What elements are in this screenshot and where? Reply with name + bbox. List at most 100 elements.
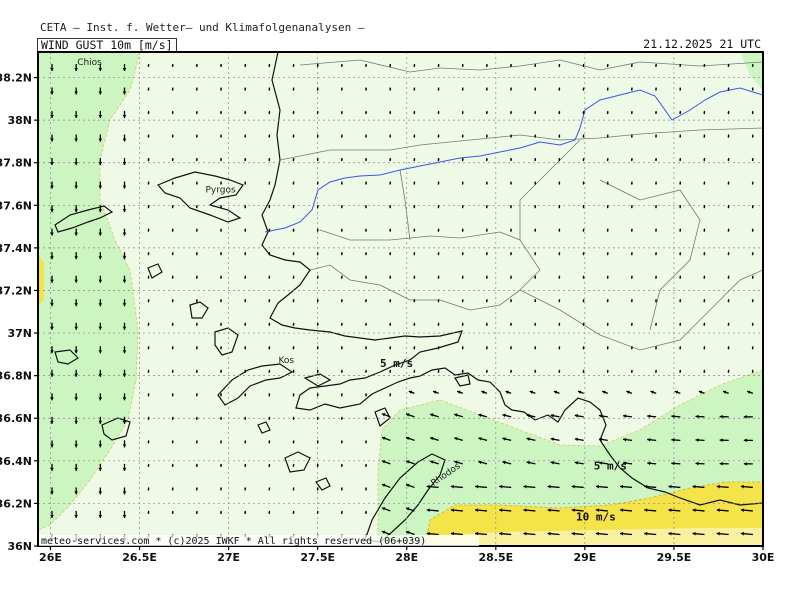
wind-arrow — [523, 531, 536, 536]
wind-arrow — [365, 393, 368, 397]
wind-arrow — [413, 369, 416, 373]
wind-arrow — [292, 87, 295, 91]
wind-arrow — [147, 252, 150, 256]
wind-arrow — [365, 346, 368, 350]
wind-arrow — [171, 87, 174, 91]
wind-arrow — [550, 460, 560, 465]
wind-arrow — [340, 63, 343, 68]
wind-arrow — [644, 508, 657, 512]
wind-arrow — [454, 460, 464, 465]
wind-arrow — [606, 87, 609, 91]
wind-arrow — [582, 346, 585, 350]
wind-arrow — [510, 205, 513, 209]
wind-arrow — [582, 110, 585, 115]
wind-arrow — [171, 63, 174, 68]
lon-tick-label: 29E — [573, 551, 596, 564]
wind-arrow — [727, 87, 730, 91]
wind-arrow — [485, 134, 488, 138]
credit-line: meteo-services.com * (c)2025 IWKF * All … — [41, 536, 426, 547]
wind-arrow — [630, 63, 633, 68]
wind-arrow — [505, 390, 512, 395]
wind-arrow — [389, 322, 392, 326]
wind-arrow — [220, 463, 223, 467]
wind-arrow — [365, 110, 368, 115]
wind-arrow — [558, 275, 561, 279]
wind-arrow — [244, 158, 247, 162]
wind-arrow — [606, 275, 609, 279]
wind-arrow — [365, 134, 368, 138]
wind-arrow — [606, 205, 609, 209]
wind-arrow — [485, 181, 488, 185]
wind-arrow — [292, 346, 295, 350]
wind-arrow — [606, 110, 609, 115]
wind-arrow — [365, 440, 368, 444]
wind-arrow — [220, 275, 223, 279]
wind-arrow — [195, 440, 198, 444]
wind-arrow — [50, 87, 54, 95]
wind-arrow — [244, 228, 247, 232]
wind-arrow — [147, 299, 150, 303]
wind-arrow — [630, 134, 633, 138]
lon-tick-label: 27E — [217, 551, 240, 564]
wind-arrow — [679, 228, 682, 232]
wind-arrow — [534, 228, 537, 232]
wind-arrow — [485, 346, 488, 350]
wind-arrow — [751, 322, 754, 326]
wind-arrow — [601, 390, 609, 395]
wind-arrow — [606, 322, 609, 326]
wind-arrow — [50, 322, 54, 330]
wind-arrow — [316, 487, 319, 491]
wind-arrow — [558, 252, 561, 256]
wind-arrow — [679, 87, 682, 91]
wind-arrow — [743, 438, 753, 443]
wind-arrow — [122, 87, 127, 95]
wind-arrow — [719, 438, 729, 442]
wind-arrow — [340, 487, 343, 491]
wind-arrow — [292, 393, 295, 397]
wind-arrow — [365, 63, 368, 68]
wind-arrow — [703, 63, 706, 68]
wind-arrow — [195, 487, 198, 491]
wind-arrow — [727, 299, 730, 303]
wind-arrow — [389, 181, 392, 185]
wind-arrow — [668, 508, 681, 512]
wind-arrow — [751, 181, 754, 185]
wind-arrow — [389, 63, 392, 68]
wind-arrow — [389, 299, 392, 303]
wind-arrow — [485, 158, 488, 162]
wind-arrow — [644, 484, 657, 489]
wind-arrow — [727, 322, 730, 326]
wind-arrow — [50, 134, 54, 142]
wind-arrow — [268, 322, 271, 326]
wind-arrow — [679, 205, 682, 209]
wind-arrow — [630, 87, 633, 91]
wind-arrow — [244, 205, 247, 209]
wind-arrow — [147, 393, 150, 397]
wind-arrow — [292, 299, 295, 303]
wind-arrow — [437, 322, 440, 326]
wind-arrow — [50, 205, 54, 213]
wind-arrow — [98, 510, 103, 518]
wind-arrow — [413, 322, 416, 326]
wind-arrow — [751, 158, 754, 162]
wind-arrow — [582, 205, 585, 209]
wind-arrow — [413, 63, 416, 68]
wind-arrow — [644, 531, 657, 536]
wind-arrow — [413, 87, 416, 91]
isotach-5-south — [377, 369, 763, 546]
wind-arrow — [50, 463, 54, 471]
wind-arrow — [630, 299, 633, 303]
wind-arrow — [413, 134, 416, 138]
wind-arrow — [316, 346, 319, 350]
wind-arrow — [74, 510, 78, 518]
wind-arrow — [502, 460, 512, 465]
wind-arrow — [461, 228, 464, 232]
credit-backdrop — [39, 535, 479, 546]
wind-arrow — [98, 205, 103, 213]
wind-arrow — [510, 346, 513, 350]
wind-arrow — [292, 63, 295, 68]
field-band-strong-edge — [425, 528, 763, 546]
wind-arrow — [316, 134, 319, 138]
institute-header: CETA – Inst. f. Wetter– und Klimafolgena… — [40, 21, 365, 34]
wind-arrow — [582, 181, 585, 185]
